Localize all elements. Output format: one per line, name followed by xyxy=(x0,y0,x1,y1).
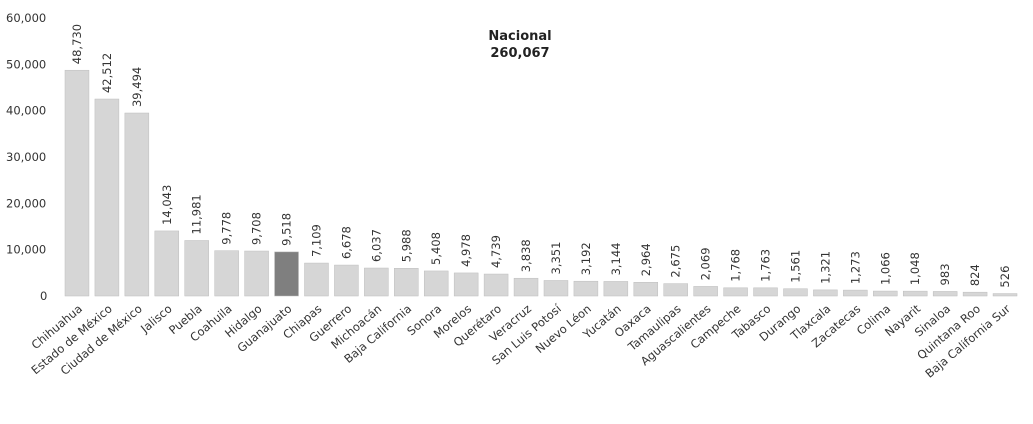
bar xyxy=(603,281,629,297)
value-label: 5,988 xyxy=(399,229,413,262)
y-tick-label: 10,000 xyxy=(6,243,46,257)
value-label: 1,561 xyxy=(788,250,802,283)
value-label: 2,069 xyxy=(699,247,713,280)
bar xyxy=(633,282,659,297)
bar xyxy=(783,288,808,297)
value-label: 5,408 xyxy=(429,232,443,265)
value-label: 1,066 xyxy=(878,252,892,285)
chart-title: Nacional xyxy=(488,29,551,44)
bar xyxy=(663,283,688,297)
value-label: 9,708 xyxy=(250,212,264,245)
bar xyxy=(932,291,958,297)
bar xyxy=(154,230,180,297)
value-label: 2,964 xyxy=(639,243,653,276)
value-label: 1,273 xyxy=(848,251,862,284)
value-label: 1,763 xyxy=(759,249,773,282)
bar xyxy=(64,69,90,297)
value-label: 9,778 xyxy=(220,212,234,245)
bar xyxy=(244,250,269,297)
bar xyxy=(334,264,359,297)
bar xyxy=(214,250,239,297)
y-tick-label: 50,000 xyxy=(6,57,46,71)
value-label: 3,192 xyxy=(579,242,593,275)
bar xyxy=(843,289,868,297)
bar xyxy=(304,262,329,297)
y-tick-label: 60,000 xyxy=(6,11,46,25)
value-label: 1,768 xyxy=(729,249,743,282)
bar xyxy=(483,273,509,297)
bar xyxy=(962,291,988,297)
value-label: 983 xyxy=(938,263,952,285)
bar xyxy=(364,267,389,297)
value-label: 14,043 xyxy=(160,185,174,225)
bar xyxy=(573,280,599,297)
value-label: 6,678 xyxy=(339,226,353,259)
bar xyxy=(124,112,150,297)
y-tick-label: 20,000 xyxy=(6,196,46,210)
bar xyxy=(453,272,479,297)
bar xyxy=(274,251,299,297)
value-label: 42,512 xyxy=(100,53,114,93)
chart-subtitle: 260,067 xyxy=(490,46,549,61)
value-label: 3,144 xyxy=(609,242,623,275)
bar xyxy=(184,240,209,297)
value-label: 9,518 xyxy=(280,213,294,246)
bar xyxy=(723,287,748,297)
bar xyxy=(394,268,419,297)
value-label: 4,978 xyxy=(459,234,473,267)
value-label: 1,048 xyxy=(908,252,922,285)
value-label: 3,838 xyxy=(519,239,533,272)
bar xyxy=(902,290,928,297)
bar xyxy=(753,287,778,297)
bar xyxy=(813,289,838,297)
bar xyxy=(992,293,1018,297)
value-label: 39,494 xyxy=(130,67,144,107)
value-label: 526 xyxy=(998,266,1012,288)
value-label: 2,675 xyxy=(669,245,683,278)
value-label: 11,981 xyxy=(190,194,204,234)
value-label: 48,730 xyxy=(70,24,84,64)
bar xyxy=(873,290,898,297)
value-label: 1,321 xyxy=(818,251,832,284)
value-label: 4,739 xyxy=(489,235,503,268)
bar xyxy=(513,277,539,297)
y-tick-label: 0 xyxy=(40,289,47,303)
y-tick-label: 40,000 xyxy=(6,104,46,118)
value-label: 7,109 xyxy=(309,224,323,257)
bar xyxy=(423,270,449,297)
value-label: 3,351 xyxy=(549,242,563,275)
bar xyxy=(94,98,120,297)
bar xyxy=(543,280,569,297)
y-tick-label: 30,000 xyxy=(6,150,46,164)
bar xyxy=(693,286,718,297)
value-label: 824 xyxy=(968,264,982,286)
value-label: 6,037 xyxy=(369,229,383,262)
